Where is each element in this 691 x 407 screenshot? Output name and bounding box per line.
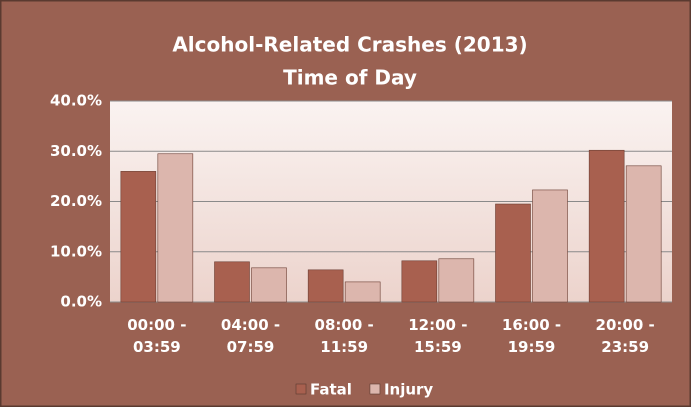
- y-tick-label: 30.0%: [50, 142, 102, 160]
- bar: [495, 203, 531, 303]
- bar: [251, 267, 287, 303]
- bar: [307, 269, 344, 303]
- legend-label: Fatal: [310, 381, 352, 399]
- bar: [214, 261, 250, 303]
- y-tick-label: 0.0%: [60, 293, 102, 311]
- bar: [625, 165, 662, 303]
- x-tick-label: 20:00 - 23:59: [595, 316, 655, 356]
- bar: [157, 153, 194, 303]
- y-tick-label: 10.0%: [50, 242, 102, 260]
- bar: [532, 189, 568, 303]
- y-tick-label: 40.0%: [50, 92, 102, 110]
- bar: [344, 281, 381, 303]
- chart-subtitle: Time of Day: [283, 66, 417, 90]
- bar: [401, 260, 438, 303]
- bar: [438, 258, 475, 303]
- y-tick-label: 20.0%: [50, 192, 102, 210]
- chart-title: Alcohol-Related Crashes (2013): [172, 33, 527, 57]
- x-tick-label: 16:00 - 19:59: [501, 316, 562, 356]
- legend-label: Injury: [384, 381, 433, 399]
- x-tick-label: 08:00 - 11:59: [314, 316, 374, 356]
- bar: [120, 171, 157, 303]
- x-tick-label: 00:00 - 03:59: [127, 316, 187, 356]
- legend-swatch: [369, 383, 381, 395]
- legend-swatch: [295, 383, 307, 395]
- bar: [588, 149, 625, 303]
- x-tick-label: 04:00 - 07:59: [220, 316, 281, 356]
- x-tick-label: 12:00 - 15:59: [408, 316, 468, 356]
